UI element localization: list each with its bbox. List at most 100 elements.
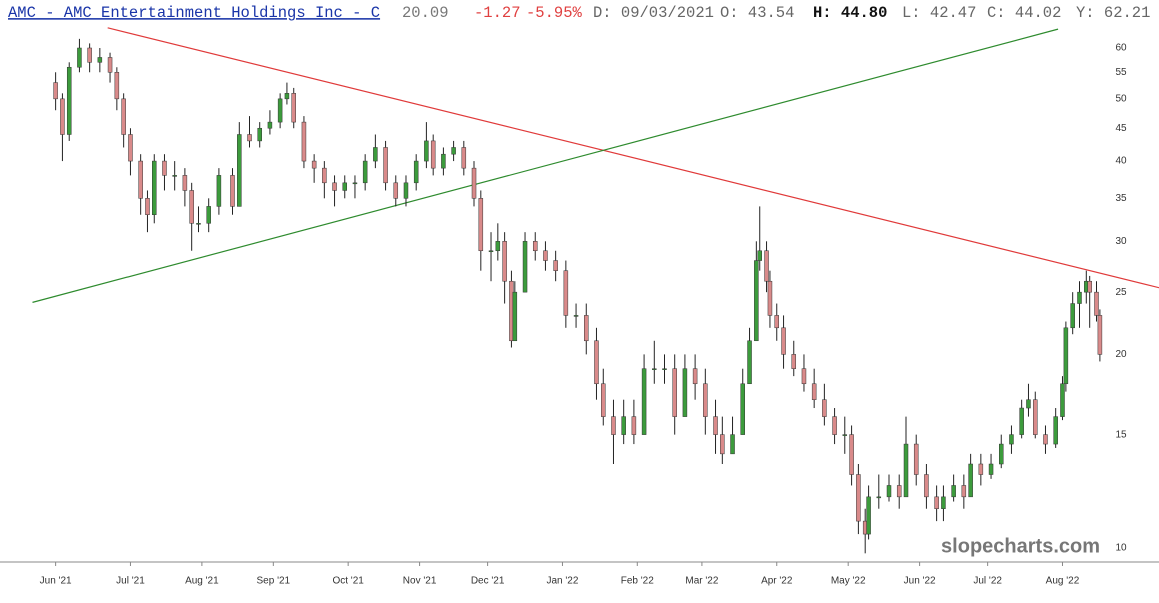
candle-body <box>206 206 211 224</box>
candle-body <box>182 175 188 191</box>
change: -1.27 <box>474 4 521 22</box>
x-tick-label: May '22 <box>831 576 866 587</box>
candle-body <box>128 134 133 162</box>
x-tick-label: Nov '21 <box>403 576 437 587</box>
change-pct: -5.95% <box>526 4 583 22</box>
x-tick-label: Jan '22 <box>546 576 578 587</box>
candle-body <box>611 416 616 435</box>
x-tick-label: Jun '22 <box>904 576 936 587</box>
candle-body <box>856 474 861 522</box>
candle-body <box>107 57 113 73</box>
x-tick-label: Sep '21 <box>257 576 291 587</box>
candle-body <box>413 160 419 184</box>
candle-body <box>522 241 528 293</box>
open: O: 43.54 <box>720 4 794 22</box>
candle-body <box>257 127 262 142</box>
candle-body <box>60 98 65 135</box>
candle-body <box>757 250 762 261</box>
candle-body <box>951 485 956 498</box>
candle-body <box>988 463 994 475</box>
x-tick-label: Oct '21 <box>332 576 364 587</box>
x-tick-label: Aug '21 <box>185 576 219 587</box>
candle-body <box>383 147 388 184</box>
candle-body <box>488 250 494 253</box>
candle-body <box>114 72 120 100</box>
candle-body <box>441 153 446 169</box>
candle-body <box>1053 416 1058 445</box>
candle-body <box>1063 327 1069 385</box>
candle-body <box>832 416 837 435</box>
candle-body <box>53 82 58 100</box>
candle-body <box>1026 399 1031 409</box>
candle-body <box>903 443 909 498</box>
candle-body <box>543 250 548 261</box>
candle-body <box>941 496 946 509</box>
candle-body <box>495 241 501 252</box>
candle-body <box>713 416 718 435</box>
candle-body <box>512 291 518 342</box>
date: D: 09/03/2021 <box>593 4 714 22</box>
candle-body <box>196 223 201 225</box>
candle-body <box>322 167 327 184</box>
candle-body <box>451 147 456 155</box>
y-tick-label: 40 <box>1115 156 1127 167</box>
candle-body <box>842 434 848 436</box>
candle-body <box>87 47 92 63</box>
candle-body <box>284 93 290 100</box>
y-tick-label: 55 <box>1115 67 1127 78</box>
y-tick-label: 10 <box>1115 542 1127 553</box>
candle-body <box>781 327 786 355</box>
candle-body <box>703 383 708 417</box>
candle-body <box>584 315 589 342</box>
candle-body <box>152 160 157 215</box>
candle-body <box>801 368 807 385</box>
y-tick-label: 50 <box>1115 93 1127 104</box>
candle-body <box>822 399 827 417</box>
close: C: 44.02 <box>987 4 1061 22</box>
candle-body <box>876 496 882 499</box>
candle-body <box>216 175 222 207</box>
candle-body <box>424 140 429 162</box>
candle-body <box>230 175 235 207</box>
candle-body <box>1019 407 1024 435</box>
candle-body <box>563 270 569 316</box>
candle-body <box>811 383 817 400</box>
y-tick-label: 30 <box>1115 236 1127 247</box>
trendline <box>107 27 1159 289</box>
candle-body <box>1094 291 1099 316</box>
symbol-link[interactable]: AMC - AMC Entertainment Holdings Inc - C <box>8 4 380 22</box>
x-tick-label: Mar '22 <box>685 576 718 587</box>
candle-body <box>621 416 626 435</box>
candle-body <box>961 485 967 498</box>
last-price: 20.09 <box>402 4 449 22</box>
candle-body <box>631 416 637 435</box>
candle-body <box>594 340 599 385</box>
candle-body <box>1033 399 1038 435</box>
candle-body <box>968 463 973 498</box>
y-tick-label: 15 <box>1115 429 1127 440</box>
candle-body <box>682 368 688 417</box>
y-tick-label: 35 <box>1115 193 1127 204</box>
candle-body <box>97 57 103 63</box>
candle-body <box>913 443 919 475</box>
candle-body <box>934 496 939 509</box>
watermark: slopecharts.com <box>941 535 1100 557</box>
x-tick-label: Jul '21 <box>116 576 145 587</box>
candle-body <box>896 485 902 498</box>
x-tick-label: Apr '22 <box>761 576 793 587</box>
candle-body <box>532 241 538 252</box>
x-tick-label: Feb '22 <box>621 576 654 587</box>
candle-body <box>237 134 242 207</box>
y-tick-label: 60 <box>1115 43 1127 54</box>
candle-body <box>502 241 507 282</box>
low: L: 42.47 <box>902 4 976 22</box>
candle-body <box>461 147 467 169</box>
candle-body <box>121 98 126 135</box>
candle-body <box>1043 434 1048 445</box>
candle-body <box>1060 383 1065 417</box>
candle-body <box>791 354 797 369</box>
candle-body <box>730 434 735 455</box>
candle-body <box>471 167 477 199</box>
